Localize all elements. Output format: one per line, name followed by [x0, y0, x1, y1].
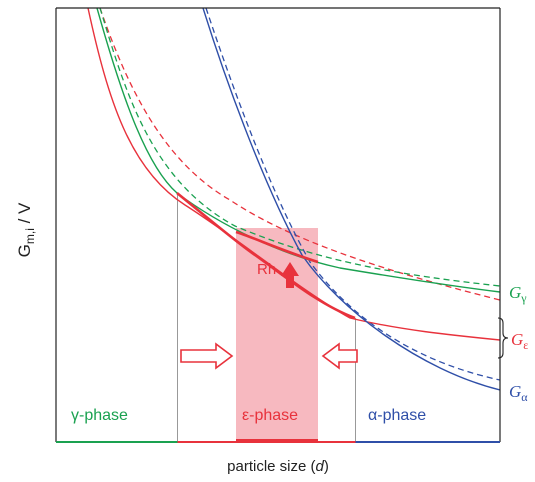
g-alpha-dashed-curve: [205, 8, 500, 381]
g-alpha-solid-curve: [202, 8, 500, 391]
alpha-phase-label: α-phase: [368, 407, 426, 424]
upward-shift-arrow: [281, 262, 299, 288]
g-gamma-dashed-curve: [99, 8, 500, 287]
gamma-phase-label: γ-phase: [71, 407, 128, 424]
epsilon-stable-segment-curve: [176, 191, 356, 320]
right-pointing-hollow-arrow: [180, 342, 234, 370]
rh-label: Rh: [257, 261, 276, 278]
g-gamma-label: Gγ: [509, 283, 527, 305]
x-axis-label: particle size (d): [227, 458, 329, 475]
y-axis-label: Gm,i / V: [15, 202, 37, 257]
lowered-epsilon-segment-curve: [235, 230, 319, 264]
left-pointing-hollow-arrow: [321, 342, 358, 370]
curly-brace: [497, 317, 509, 359]
g-epsilon-dashed-curve: [99, 8, 500, 301]
g-gamma-solid-curve: [96, 8, 500, 293]
g-epsilon-label: Gε: [511, 330, 528, 352]
epsilon-phase-label: ε-phase: [242, 407, 298, 424]
epsilon-stability-band: [236, 228, 318, 442]
g-alpha-label: Gα: [509, 382, 528, 404]
